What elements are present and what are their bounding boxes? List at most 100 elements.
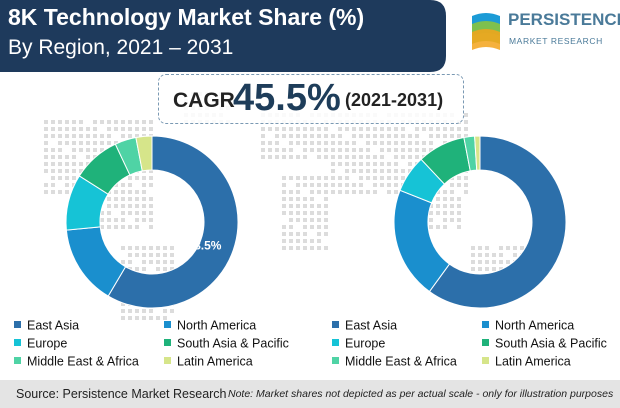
map-dot <box>156 267 160 271</box>
map-dot <box>324 197 328 201</box>
map-dot <box>100 211 104 215</box>
map-dot <box>107 134 111 138</box>
legend-label: Europe <box>27 336 68 351</box>
map-dot <box>156 316 160 320</box>
map-dot <box>359 155 363 159</box>
map-dot <box>373 183 377 187</box>
map-dot <box>436 204 440 208</box>
map-dot <box>44 134 48 138</box>
map-dot <box>373 190 377 194</box>
map-dot <box>114 190 118 194</box>
cagr-label: CAGR <box>173 89 235 112</box>
chart-title: 8K Technology Market Share (%) <box>8 4 365 30</box>
map-dot <box>121 309 125 313</box>
map-dot <box>331 155 335 159</box>
map-dot <box>128 120 132 124</box>
map-dot <box>282 190 286 194</box>
map-dot <box>380 141 384 145</box>
map-dot <box>296 141 300 145</box>
map-dot <box>450 204 454 208</box>
map-dot <box>44 162 48 166</box>
map-dot <box>65 120 69 124</box>
map-dot <box>429 141 433 145</box>
map-dot <box>149 218 153 222</box>
map-dot <box>142 218 146 222</box>
map-dot <box>303 246 307 250</box>
map-dot <box>310 176 314 180</box>
map-dot <box>296 134 300 138</box>
legend-swatch <box>14 357 21 365</box>
map-dot <box>324 127 328 131</box>
map-dot <box>464 183 468 187</box>
map-dot <box>107 204 111 208</box>
map-dot <box>65 169 69 173</box>
map-dot <box>58 190 62 194</box>
map-dot <box>359 127 363 131</box>
legend-swatch <box>164 339 171 347</box>
legend-label: Latin America <box>177 354 253 369</box>
map-dot <box>345 127 349 131</box>
map-dot <box>135 127 139 131</box>
map-dot <box>338 155 342 159</box>
map-dot <box>324 232 328 236</box>
map-dot <box>135 267 139 271</box>
map-dot <box>310 218 314 222</box>
map-dot <box>44 183 48 187</box>
legend-label: North America <box>495 318 575 333</box>
map-dot <box>331 190 335 194</box>
map-dot <box>373 176 377 180</box>
map-dot <box>380 176 384 180</box>
map-dot <box>373 141 377 145</box>
map-dot <box>422 148 426 152</box>
logo-wordmark: PERSISTENCE <box>508 10 620 29</box>
map-dot <box>457 225 461 229</box>
logo-mark-icon <box>472 13 500 50</box>
map-dot <box>100 148 104 152</box>
map-dot <box>86 127 90 131</box>
map-dot <box>163 267 167 271</box>
map-dot <box>289 225 293 229</box>
map-dot <box>296 190 300 194</box>
map-dot <box>464 176 468 180</box>
map-dot <box>324 225 328 229</box>
map-dot <box>366 169 370 173</box>
map-dot <box>338 183 342 187</box>
legend-item: North America <box>482 318 574 333</box>
map-dot <box>380 127 384 131</box>
map-dot <box>44 120 48 124</box>
map-dot <box>114 141 118 145</box>
map-dot <box>429 148 433 152</box>
legend-swatch <box>14 321 21 329</box>
map-dot <box>394 155 398 159</box>
map-dot <box>394 190 398 194</box>
map-dot <box>128 197 132 201</box>
map-dot <box>149 316 153 320</box>
legend-swatch <box>482 357 489 365</box>
map-dot <box>65 162 69 166</box>
map-dot <box>296 176 300 180</box>
map-dot <box>457 134 461 138</box>
map-dot <box>79 120 83 124</box>
map-dot <box>317 134 321 138</box>
map-dot <box>310 183 314 187</box>
map-dot <box>128 225 132 229</box>
map-dot <box>317 232 321 236</box>
map-dot <box>121 246 125 250</box>
map-dot <box>44 169 48 173</box>
map-dot <box>443 211 447 215</box>
map-dot <box>317 148 321 152</box>
map-dot <box>135 253 139 257</box>
map-dot <box>142 197 146 201</box>
map-dot <box>331 134 335 138</box>
map-dot <box>359 183 363 187</box>
map-dot <box>394 183 398 187</box>
cagr-value: 45.5% <box>233 77 341 119</box>
map-dot <box>135 218 139 222</box>
map-dot <box>366 155 370 159</box>
map-dot <box>156 246 160 250</box>
map-dot <box>408 169 412 173</box>
map-dot <box>282 204 286 208</box>
map-dot <box>443 197 447 201</box>
map-dot <box>422 141 426 145</box>
